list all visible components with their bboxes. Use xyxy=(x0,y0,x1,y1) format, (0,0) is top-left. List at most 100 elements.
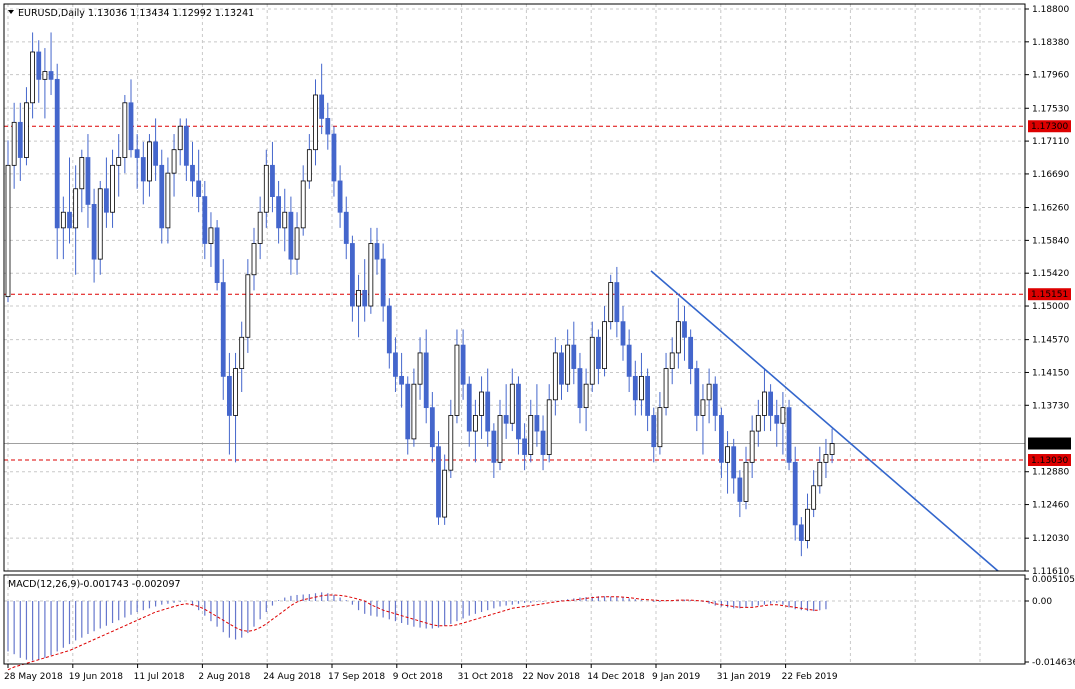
candle-body xyxy=(436,446,441,518)
time-tick-label: 19 Jun 2018 xyxy=(69,672,123,682)
candle-body xyxy=(608,282,614,323)
price-axis: 1.18800 1.18380 1.17960 1.17530 1.17110 1.166… xyxy=(1025,5,1069,577)
horizontal-levels[interactable] xyxy=(4,125,1025,461)
candle-body xyxy=(393,352,398,377)
time-tick-label: 11 Jul 2018 xyxy=(134,672,185,682)
candle-body xyxy=(411,383,417,440)
macd-panel-border xyxy=(3,574,1026,665)
time-tick-label: 9 Jan 2019 xyxy=(652,672,700,682)
price-panel[interactable] xyxy=(3,3,1026,572)
chart-header: EURUSD,Daily 1.13036 1.13434 1.12992 1.1… xyxy=(8,8,254,19)
candle-body xyxy=(220,282,226,377)
candle-body xyxy=(596,336,601,369)
candle-body xyxy=(73,188,79,229)
candle-body xyxy=(669,352,675,369)
price-tick-label: 1.12030 xyxy=(1032,534,1069,544)
candle-body xyxy=(276,196,282,229)
candle-body xyxy=(263,164,269,213)
candle-body xyxy=(251,243,257,276)
candle-body xyxy=(645,375,650,416)
candle-body xyxy=(147,141,152,182)
candle-body xyxy=(719,415,724,463)
candle-body xyxy=(460,344,466,385)
candle-body xyxy=(491,430,497,463)
candle-body xyxy=(675,321,681,354)
price-tick-label: 1.17960 xyxy=(1032,71,1069,81)
candle-body xyxy=(306,149,312,182)
candle-body xyxy=(749,430,755,463)
candle-body xyxy=(331,133,337,182)
candle-body xyxy=(540,430,546,455)
candle-body xyxy=(774,415,780,424)
macd-panel[interactable]: MACD(12,26,9) -0.001743 -0.002097 xyxy=(3,574,1026,671)
candlesticks xyxy=(5,32,835,557)
candle-body xyxy=(731,446,737,479)
candle-body xyxy=(313,94,318,151)
price-tick-label: 1.12460 xyxy=(1032,501,1069,511)
candle-body xyxy=(85,157,91,205)
price-tick-label: 1.14150 xyxy=(1032,368,1069,378)
candle-body xyxy=(694,368,700,416)
candle-body xyxy=(448,415,454,471)
candle-body xyxy=(768,391,773,416)
descending-trendline[interactable] xyxy=(650,270,999,572)
candle-body xyxy=(368,243,374,307)
candle-body xyxy=(214,227,220,283)
price-tick-label: 1.17110 xyxy=(1032,137,1069,147)
ohlc-values: 1.13036 1.13434 1.12992 1.13241 xyxy=(88,8,254,19)
candle-body xyxy=(30,51,36,104)
level-badge xyxy=(1028,454,1071,467)
candle-body xyxy=(552,352,558,401)
candle-body xyxy=(270,164,275,197)
candle-body xyxy=(134,149,140,158)
candle-body xyxy=(177,125,183,151)
candle-body xyxy=(110,164,115,213)
candle-body xyxy=(682,321,687,338)
dropdown-triangle-icon[interactable] xyxy=(8,10,14,14)
candle-body xyxy=(522,438,527,455)
candle-body xyxy=(257,211,263,244)
candle-body xyxy=(780,407,786,424)
time-tick-label: 2 Aug 2018 xyxy=(198,672,250,682)
candle-body xyxy=(472,415,478,432)
level-badge-value: 1.15151 xyxy=(1031,290,1068,300)
candle-body xyxy=(614,282,620,323)
candle-body xyxy=(128,102,134,151)
candle-body xyxy=(829,443,835,455)
candle-body xyxy=(54,78,60,229)
candle-body xyxy=(202,196,208,244)
candle-body xyxy=(60,211,66,229)
candle-body xyxy=(405,383,411,440)
candle-body xyxy=(386,305,392,354)
candle-body xyxy=(417,352,423,385)
last-price-value: 1.13241 xyxy=(1031,440,1068,450)
price-tick-label: 1.14570 xyxy=(1032,336,1069,346)
candle-body xyxy=(42,71,48,80)
candle-body xyxy=(165,172,171,229)
macd-tick-label: 0.00 xyxy=(1032,597,1052,607)
candle-body xyxy=(725,446,730,463)
candle-body xyxy=(565,344,571,385)
time-tick-label: 9 Oct 2018 xyxy=(393,672,443,682)
candle-body xyxy=(343,211,349,244)
candle-body xyxy=(823,454,829,463)
time-tick-label: 14 Dec 2018 xyxy=(587,672,645,682)
candle-body xyxy=(429,407,435,448)
time-tick-label: 31 Oct 2018 xyxy=(458,672,514,682)
candle-body xyxy=(399,375,405,385)
candle-body xyxy=(349,243,355,307)
candle-body xyxy=(17,121,23,158)
level-badges: 1.17300 1.15151 1.13030 xyxy=(1028,120,1071,467)
candle-body xyxy=(239,336,245,369)
candle-body xyxy=(67,211,72,229)
candle-body xyxy=(712,383,718,416)
price-panel-border xyxy=(3,3,1026,572)
price-tick-label: 1.11610 xyxy=(1032,567,1069,577)
macd-histogram xyxy=(7,592,827,661)
candle-body xyxy=(485,391,491,432)
time-tick-label: 31 Jan 2019 xyxy=(717,672,771,682)
candle-body xyxy=(104,188,109,213)
candle-body xyxy=(153,141,159,166)
price-tick-label: 1.15000 xyxy=(1032,302,1069,312)
